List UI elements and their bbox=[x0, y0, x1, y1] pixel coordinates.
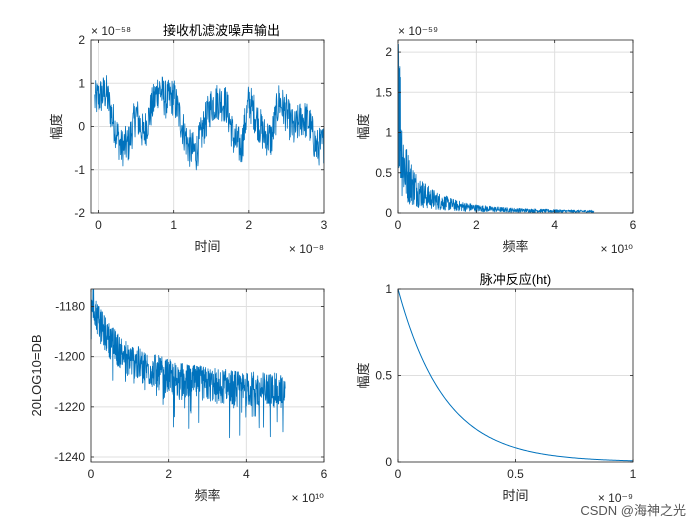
y-tick-label: -2 bbox=[74, 206, 85, 220]
y-tick-label: 0.5 bbox=[375, 166, 392, 180]
y-tick-label: 1 bbox=[385, 126, 392, 140]
x-exponent-label: × 10¹⁰ bbox=[292, 491, 325, 505]
x-tick-label: 2 bbox=[165, 467, 172, 481]
y-tick-label: -1 bbox=[74, 163, 85, 177]
x-tick-label: 2 bbox=[245, 218, 252, 232]
y-axis-label: 幅度 bbox=[356, 113, 371, 139]
x-tick-label: 0 bbox=[95, 218, 102, 232]
x-tick-label: 3 bbox=[321, 218, 328, 232]
y-exponent-label: × 10⁻⁵⁹ bbox=[398, 24, 438, 38]
y-axis-label: 20LOG10=DB bbox=[29, 334, 44, 416]
subplot-2: 0 2 4 6 0 0.5 1 1.5 2 频率 幅度 × 10⁻⁵⁹ × 10¹⁰ bbox=[356, 24, 637, 256]
x-tick-label: 1 bbox=[630, 467, 637, 481]
x-tick-label: 6 bbox=[321, 467, 328, 481]
y-tick-label: -1180 bbox=[55, 300, 85, 314]
x-tick-label: 2 bbox=[473, 218, 480, 232]
x-tick-label: 4 bbox=[551, 218, 558, 232]
x-tick-label: 4 bbox=[243, 467, 250, 481]
x-tick-label: 0 bbox=[88, 467, 95, 481]
x-axis-label: 时间 bbox=[194, 239, 220, 254]
axes-box bbox=[90, 288, 325, 463]
x-tick-label: 1 bbox=[170, 218, 177, 232]
series-line bbox=[397, 288, 634, 462]
subplot-3: 0 2 4 6 -1240 -1220 -1200 -1180 频率 20LOG10=DB × 10… bbox=[29, 288, 328, 505]
subplot-1: 0 1 2 3 -2 -1 0 1 2 时间 幅度 接收机滤波噪声输出 × 10⁻⁵⁸ × 10⁻⁸ bbox=[49, 23, 328, 256]
y-tick-label: 0 bbox=[385, 206, 392, 220]
y-tick-label: 1.5 bbox=[375, 85, 392, 99]
axes-box bbox=[397, 39, 634, 214]
series-line bbox=[90, 288, 286, 439]
x-exponent-label: × 10⁻⁸ bbox=[289, 242, 324, 256]
x-exponent-label: × 10⁻⁹ bbox=[598, 491, 633, 505]
y-tick-label: -1240 bbox=[54, 450, 85, 464]
series-line bbox=[397, 44, 595, 213]
x-tick-label: 0.5 bbox=[507, 467, 524, 481]
x-tick-label: 0 bbox=[395, 218, 402, 232]
y-tick-label: 0 bbox=[385, 455, 392, 469]
watermark: CSDN @海神之光 bbox=[580, 503, 686, 518]
x-exponent-label: × 10¹⁰ bbox=[601, 242, 634, 256]
y-axis-label: 幅度 bbox=[49, 113, 64, 139]
chart-title: 脉冲反应(ht) bbox=[480, 272, 552, 287]
y-tick-label: 2 bbox=[78, 33, 85, 47]
x-axis-label: 时间 bbox=[502, 488, 528, 503]
x-axis-label: 频率 bbox=[502, 239, 528, 254]
series-line bbox=[94, 75, 325, 171]
y-exponent-label: × 10⁻⁵⁸ bbox=[91, 24, 131, 38]
x-tick-label: 6 bbox=[630, 218, 637, 232]
y-tick-label: -1220 bbox=[54, 400, 85, 414]
y-tick-label: 2 bbox=[385, 45, 392, 59]
y-tick-label: 1 bbox=[78, 76, 85, 90]
y-axis-label: 幅度 bbox=[356, 362, 371, 388]
subplot-4: 0 0.5 1 0 0.5 1 时间 幅度 脉冲反应(ht) × 10⁻⁹ bbox=[356, 272, 637, 505]
x-axis-label: 频率 bbox=[194, 488, 220, 503]
y-tick-label: 1 bbox=[385, 282, 392, 296]
y-tick-label: -1200 bbox=[54, 350, 85, 364]
chart-title: 接收机滤波噪声输出 bbox=[163, 23, 280, 38]
x-tick-label: 0 bbox=[395, 467, 402, 481]
y-tick-label: 0 bbox=[78, 120, 85, 134]
y-tick-label: 0.5 bbox=[375, 369, 392, 383]
plot-area bbox=[398, 40, 633, 213]
plot-area bbox=[91, 289, 324, 462]
